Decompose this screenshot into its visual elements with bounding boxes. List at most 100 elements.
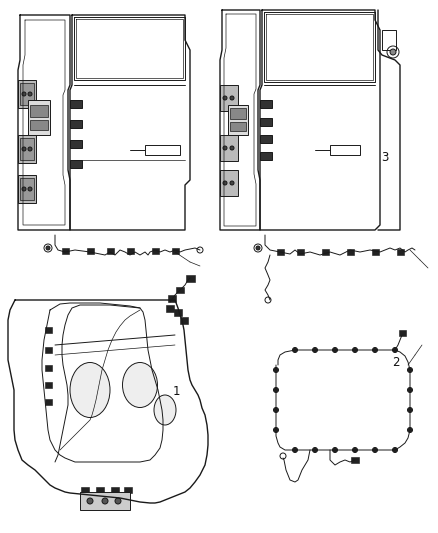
Bar — [70, 160, 82, 168]
Circle shape — [28, 187, 32, 191]
Circle shape — [46, 246, 50, 250]
Circle shape — [332, 348, 338, 352]
Bar — [70, 100, 82, 108]
Bar — [124, 487, 132, 493]
Bar — [186, 274, 194, 281]
Bar — [28, 100, 50, 135]
Bar — [180, 317, 188, 324]
Bar — [371, 249, 378, 255]
Circle shape — [22, 92, 26, 96]
Bar — [346, 249, 353, 255]
Bar — [81, 487, 89, 493]
Circle shape — [87, 498, 93, 504]
Bar — [45, 382, 52, 388]
Circle shape — [230, 181, 234, 185]
Circle shape — [407, 427, 413, 432]
Bar — [230, 108, 246, 119]
Bar — [396, 249, 403, 255]
Bar — [230, 122, 246, 131]
Bar — [168, 295, 176, 302]
Circle shape — [407, 387, 413, 392]
Circle shape — [230, 146, 234, 150]
Text: 2: 2 — [392, 356, 399, 369]
Circle shape — [223, 146, 227, 150]
Circle shape — [312, 448, 318, 453]
Bar — [18, 175, 36, 203]
Bar — [260, 100, 272, 108]
Bar — [260, 135, 272, 143]
Bar — [111, 487, 119, 493]
Bar — [70, 140, 82, 148]
Circle shape — [273, 367, 279, 373]
Bar — [276, 249, 283, 255]
Circle shape — [407, 367, 413, 373]
Bar — [220, 170, 238, 196]
Bar — [70, 120, 82, 128]
Bar — [18, 80, 36, 108]
Circle shape — [223, 181, 227, 185]
Circle shape — [407, 408, 413, 413]
Ellipse shape — [123, 362, 158, 408]
Circle shape — [372, 448, 378, 453]
Bar — [20, 178, 34, 200]
Bar — [80, 492, 130, 510]
Bar — [351, 457, 359, 463]
Bar — [176, 287, 184, 293]
Circle shape — [392, 448, 398, 453]
Circle shape — [22, 187, 26, 191]
Circle shape — [22, 147, 26, 151]
Bar — [297, 249, 304, 255]
Bar — [61, 248, 68, 254]
Circle shape — [273, 427, 279, 432]
Bar — [30, 120, 48, 130]
Bar — [260, 118, 272, 126]
Bar — [174, 309, 182, 316]
Bar — [220, 85, 238, 111]
Bar — [152, 248, 159, 254]
Bar — [166, 304, 174, 311]
Text: 1: 1 — [173, 385, 180, 398]
Circle shape — [332, 448, 338, 453]
Circle shape — [293, 348, 297, 352]
Bar — [45, 347, 52, 353]
Circle shape — [28, 92, 32, 96]
Bar — [106, 248, 113, 254]
Bar — [45, 365, 52, 371]
Bar — [86, 248, 93, 254]
Bar — [260, 152, 272, 160]
Circle shape — [293, 448, 297, 453]
Circle shape — [223, 96, 227, 100]
Bar — [127, 248, 134, 254]
Bar — [145, 145, 180, 155]
Bar — [96, 487, 104, 493]
Bar — [45, 399, 52, 405]
Bar — [330, 145, 360, 155]
Bar — [20, 83, 34, 105]
Bar — [172, 248, 179, 254]
Circle shape — [353, 348, 357, 352]
Text: 3: 3 — [381, 151, 389, 164]
Bar — [228, 105, 248, 135]
Circle shape — [273, 408, 279, 413]
Bar — [18, 135, 36, 163]
Ellipse shape — [70, 362, 110, 417]
Circle shape — [230, 96, 234, 100]
Circle shape — [372, 348, 378, 352]
Bar — [321, 249, 328, 255]
Circle shape — [256, 246, 260, 250]
Circle shape — [102, 498, 108, 504]
Bar — [45, 327, 52, 333]
Circle shape — [115, 498, 121, 504]
Circle shape — [312, 348, 318, 352]
Bar — [30, 105, 48, 117]
Circle shape — [273, 387, 279, 392]
Ellipse shape — [154, 395, 176, 425]
Circle shape — [353, 448, 357, 453]
Bar — [20, 138, 34, 160]
Bar — [399, 330, 406, 336]
Circle shape — [390, 49, 396, 55]
Bar — [382, 30, 396, 50]
Circle shape — [28, 147, 32, 151]
Bar — [220, 135, 238, 161]
Circle shape — [392, 348, 398, 352]
